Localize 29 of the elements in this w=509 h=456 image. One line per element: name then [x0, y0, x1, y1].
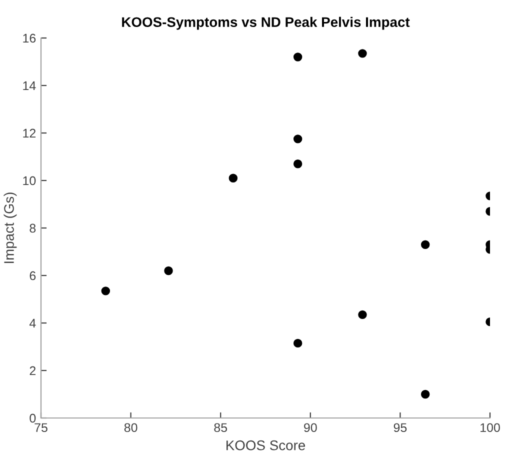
y-tick-label: 16	[23, 34, 36, 43]
point	[228, 174, 238, 182]
y-tick-label: 12	[23, 128, 36, 138]
point	[420, 390, 430, 399]
x-tick-label: 75	[34, 423, 48, 432]
x-tick-label: 95	[394, 423, 407, 432]
x-tick-label: 80	[124, 423, 138, 432]
y-tick-label: 14	[23, 81, 36, 90]
point	[358, 310, 367, 320]
point	[293, 160, 302, 168]
point	[293, 134, 302, 144]
chart-title: KOOS-Symptoms vs ND Peak Pelvis Impact	[122, 16, 410, 30]
y-tick-label: 4	[29, 318, 36, 328]
y-axis-title: Impact (Gs)	[4, 192, 17, 263]
x-axis-title: KOOS Score	[226, 440, 306, 450]
y-tick-label: 6	[30, 271, 36, 280]
point	[420, 240, 430, 249]
point	[293, 52, 302, 62]
point	[293, 338, 302, 348]
y-tick-label: 2	[30, 366, 36, 376]
y-tick-label: 8	[30, 224, 36, 233]
point	[358, 49, 367, 58]
y-tick-label: 10	[23, 176, 36, 186]
x-tick-label: 90	[304, 423, 317, 432]
x-tick-label: 85	[214, 423, 228, 432]
point	[164, 266, 173, 276]
y-tick-label: 0	[30, 414, 36, 423]
x-tick-label: 100	[480, 423, 500, 432]
point	[101, 286, 110, 296]
